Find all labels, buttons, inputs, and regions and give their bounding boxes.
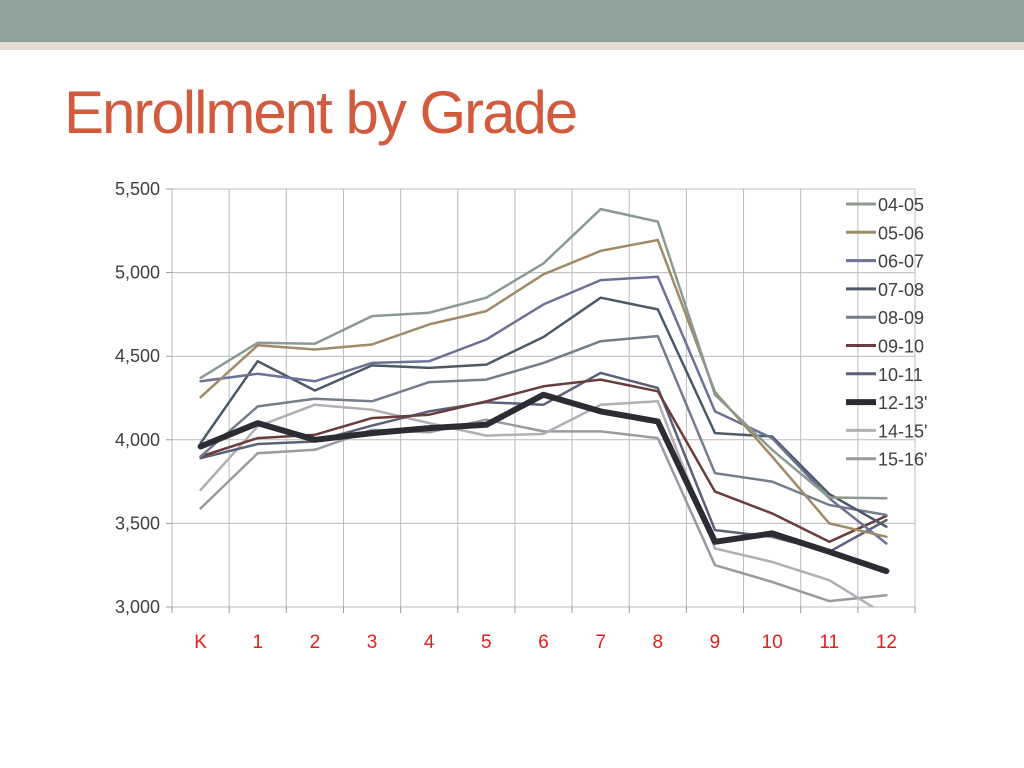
legend-label: 08-09 [878,308,924,328]
legend-label: 10-11 [878,365,923,385]
legend-label: 04-05 [878,195,924,215]
legend-label: 14-15' [878,421,927,441]
chart-legend: 04-05 05-06 06-07 07-08 08-09 09-10 10-11 12-13… [846,195,927,470]
y-tick-label: 5,000 [115,263,160,283]
y-tick-label: 3,000 [115,597,160,617]
series-line-8 [199,400,876,607]
x-tick-label: 7 [595,632,606,653]
x-tick-label: 10 [762,632,783,653]
y-tick-label: 5,500 [115,179,160,199]
series-line-2 [199,275,888,545]
x-tick-label: 11 [819,632,839,653]
legend-label: 07-08 [878,280,924,300]
chart-grid [171,188,916,608]
series-line-9 [199,418,888,603]
x-tick-label: 5 [481,632,492,653]
legend-label: 05-06 [878,223,924,243]
x-tick-label: 2 [310,632,321,653]
y-tick-label: 4,000 [115,430,160,450]
x-tick-label: 6 [538,632,549,653]
series-line-7 [197,391,890,575]
series-line-0 [199,207,888,500]
legend-label: 12-13' [878,393,927,413]
header-band [0,0,1024,42]
legend-label: 06-07 [878,252,924,272]
series-line-4 [199,334,888,517]
x-tick-label: 9 [710,632,721,653]
series-line-3 [199,296,888,528]
chart-series [197,207,890,607]
x-tick-label: 4 [424,632,435,653]
y-tick-label: 3,500 [115,513,160,533]
x-tick-label: K [194,632,207,653]
x-tick-label: 12 [876,632,897,653]
x-tick-label: 1 [252,632,263,653]
legend-label: 09-10 [878,337,924,357]
series-line-5 [199,378,888,544]
x-tick-label: 8 [653,632,664,653]
y-tick-label: 4,500 [115,346,160,366]
series-line-1 [199,238,888,539]
header-stripe [0,42,1024,50]
legend-label: 15-16' [878,450,927,470]
slide-title: Enrollment by Grade [64,79,578,146]
x-tick-label: 3 [367,632,378,653]
